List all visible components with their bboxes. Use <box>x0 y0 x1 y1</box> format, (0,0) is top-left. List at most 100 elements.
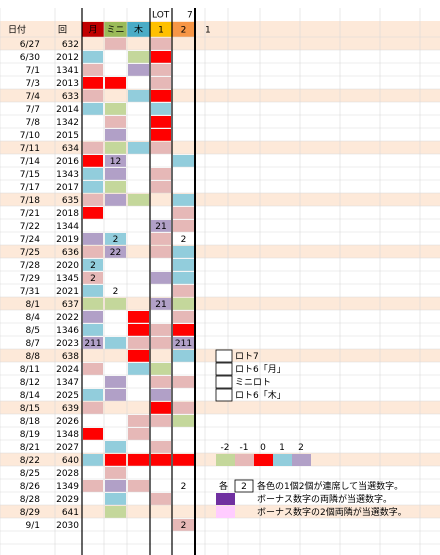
cell <box>83 389 103 401</box>
round: 639 <box>62 404 79 414</box>
cell <box>151 64 171 76</box>
date: 6/27 <box>20 40 40 50</box>
cell <box>151 90 171 102</box>
cell <box>151 324 171 336</box>
cell <box>83 324 103 336</box>
cell-label: 12 <box>110 157 121 167</box>
cell <box>173 454 194 466</box>
date: 7/28 <box>20 261 40 271</box>
round: 638 <box>62 352 79 362</box>
cell <box>128 64 149 76</box>
legend-box <box>215 375 233 389</box>
cell <box>173 350 194 362</box>
date: 8/12 <box>20 378 40 388</box>
cell <box>151 116 171 128</box>
column-header: 2 <box>181 26 187 36</box>
date: 7/17 <box>20 183 40 193</box>
cell <box>83 51 103 63</box>
cell <box>105 103 126 115</box>
cell <box>151 298 171 310</box>
date: 8/25 <box>20 469 40 479</box>
date: 7/4 <box>26 92 41 102</box>
cell <box>83 77 103 89</box>
column-header: 月 <box>88 25 97 36</box>
round: 2030 <box>56 521 79 531</box>
round: 2018 <box>56 209 79 219</box>
cell <box>173 259 194 271</box>
round: 640 <box>62 456 79 466</box>
cell <box>83 454 103 466</box>
cell-label: 2 <box>113 287 119 297</box>
round: 2016 <box>56 157 79 167</box>
cell <box>151 51 171 63</box>
cell <box>105 142 126 154</box>
cell <box>105 337 126 349</box>
cell <box>128 337 149 349</box>
date: 7/10 <box>20 131 40 141</box>
cell <box>83 402 103 414</box>
date: 8/4 <box>26 313 41 323</box>
date: 9/1 <box>26 521 40 531</box>
column-header-cell <box>82 22 104 37</box>
cell-label: 22 <box>110 248 121 258</box>
date: 7/18 <box>20 196 40 206</box>
round: 641 <box>62 508 79 518</box>
cell-label: 2 <box>181 482 187 492</box>
note-box-value: 2 <box>241 482 247 492</box>
cell <box>105 77 126 89</box>
cell <box>83 233 103 245</box>
lot-label: LOT <box>152 11 170 21</box>
round: 2023 <box>56 339 79 349</box>
date-header: 日付 <box>8 25 26 36</box>
cell <box>105 181 126 193</box>
round: 1349 <box>56 482 79 492</box>
cell <box>105 389 126 401</box>
round: 2012 <box>56 53 79 63</box>
date: 7/22 <box>20 222 40 232</box>
cell <box>83 142 103 154</box>
extra-header: 1 <box>205 26 211 36</box>
cell <box>105 155 126 167</box>
date: 8/8 <box>26 352 41 362</box>
round: 2029 <box>56 495 79 505</box>
round: 636 <box>62 248 79 258</box>
date: 8/28 <box>20 495 40 505</box>
cell <box>151 77 171 89</box>
cell <box>105 454 126 466</box>
legend-label: ミニロト <box>235 378 271 388</box>
scale-swatch <box>273 454 292 466</box>
column-header-cell <box>172 22 195 37</box>
date: 8/14 <box>20 391 40 401</box>
scale-label: 0 <box>260 443 266 453</box>
round: 1341 <box>56 66 79 76</box>
cell-label: 2 <box>113 235 119 245</box>
cell-label: 21 <box>155 300 166 310</box>
cell <box>128 350 149 362</box>
cell <box>151 376 171 388</box>
cell <box>151 389 171 401</box>
cell <box>173 311 194 323</box>
cell <box>83 480 103 492</box>
cell <box>128 311 149 323</box>
date: 8/19 <box>20 430 40 440</box>
cell <box>128 415 149 427</box>
round: 637 <box>62 300 79 310</box>
cell <box>83 298 103 310</box>
cell <box>151 363 171 375</box>
cell <box>151 181 171 193</box>
round: 1347 <box>56 378 79 388</box>
cell <box>105 116 126 128</box>
date: 8/18 <box>20 417 40 427</box>
cell <box>83 155 103 167</box>
column-header-cell <box>127 22 150 37</box>
date: 7/1 <box>26 66 40 76</box>
date: 7/8 <box>26 118 41 128</box>
cell <box>128 194 149 206</box>
cell-label: 211 <box>84 339 101 349</box>
cell <box>83 285 103 297</box>
cell <box>83 272 103 284</box>
cell <box>151 441 171 453</box>
round: 2020 <box>56 261 79 271</box>
round: 2015 <box>56 131 79 141</box>
date: 7/29 <box>20 274 40 284</box>
